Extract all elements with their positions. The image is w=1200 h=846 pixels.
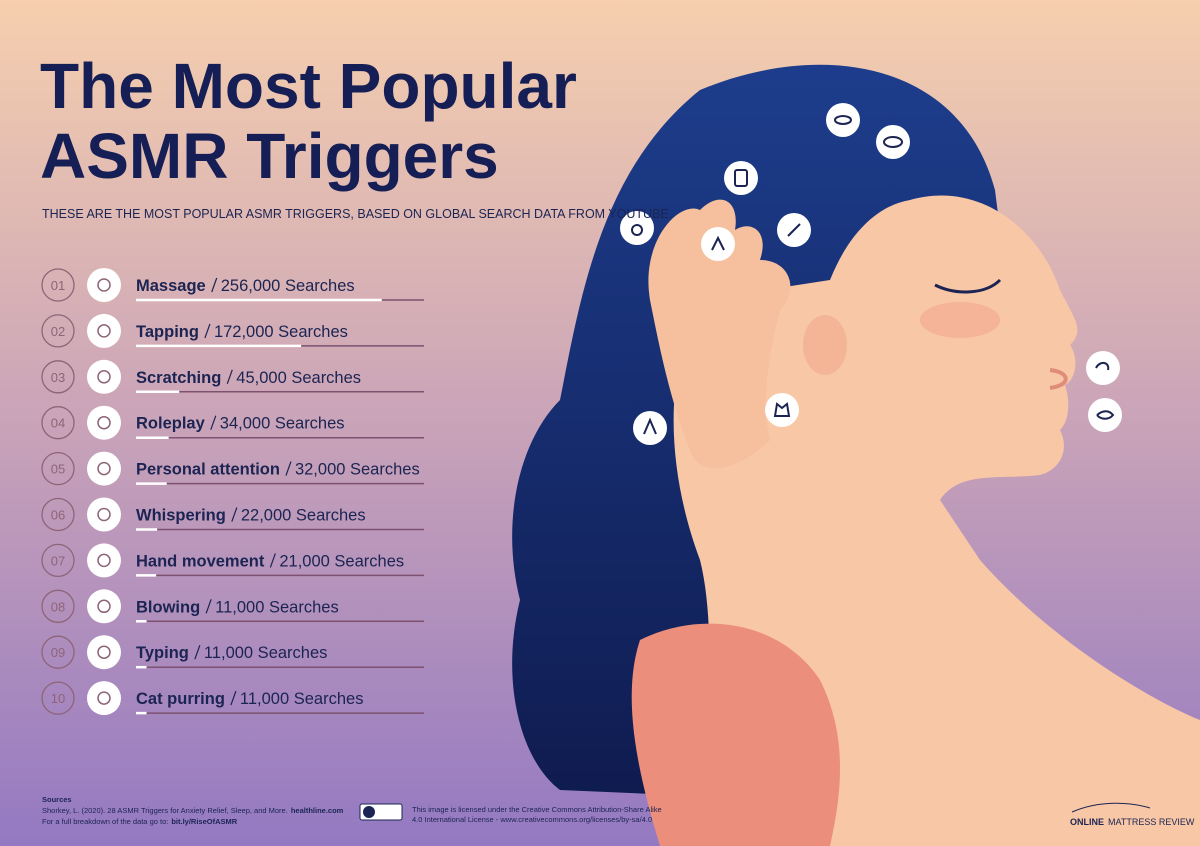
rank-badge [41,314,75,348]
value-label: 34,000 Searches [220,415,345,433]
cc-badge-icon [363,806,375,818]
rank: 02 [51,324,65,339]
trigger-icon-glyph [97,691,111,705]
trigger-icon [87,589,121,624]
rank-badge [41,451,75,486]
trigger-name: Cat purring [136,690,225,708]
value-label: 32,000 Searches [295,461,420,479]
sources-heading: Sources [42,795,72,804]
trigger-icon-glyph [97,461,111,476]
rank-badge [41,406,75,440]
rank-badge [41,268,75,302]
brand-name: ONLINE [1070,817,1104,827]
separator [226,369,233,385]
citation-link[interactable]: healthline.com [291,806,344,815]
license-line: This image is licensed under the Creativ… [412,805,662,814]
trigger-name: Roleplay [136,415,206,433]
rank-badge [41,543,75,578]
trigger-icon [87,497,121,532]
rank: 03 [51,370,65,385]
trigger-icon-glyph [97,370,111,384]
trigger-name: Typing [136,644,189,662]
trigger-icon-glyph [97,553,111,568]
trigger-icon-glyph [97,278,111,292]
value-label: 11,000 Searches [215,598,339,616]
separator [285,461,292,476]
footer: Sources Shorkey, L. (2020). 28 ASMR Trig… [42,795,1195,827]
trigger-icon [87,451,121,486]
trigger-icon-glyph [97,599,111,614]
value-label: 21,000 Searches [279,552,404,570]
rank-badge [41,635,75,669]
rank: 01 [51,278,65,293]
ranking-list: 01 Massage 256,000 Searches 02 Tapping 172,00… [41,268,424,716]
rank: 05 [51,462,65,477]
separator [194,644,201,660]
citation: Shorkey, L. (2020). 28 ASMR Triggers for… [42,806,288,815]
trigger-icon-glyph [97,507,111,522]
value-label: 256,000 Searches [221,277,355,295]
trigger-icon [87,681,121,716]
rank: 09 [51,645,65,660]
separator [211,277,218,293]
trigger-icon-glyph [97,645,111,659]
trigger-icon-glyph [97,324,111,338]
trigger-name: Massage [136,277,206,295]
separator [231,507,238,522]
rank: 04 [51,416,65,431]
breakdown-link[interactable]: bit.ly/RiseOfASMR [171,817,237,826]
separator [205,599,212,614]
rank-badge [41,497,75,532]
license-line: 4.0 International License - www.creative… [412,815,652,824]
value-label: 45,000 Searches [236,369,361,387]
rank-badge [41,589,75,623]
trigger-name: Hand movement [136,552,265,570]
trigger-icon [87,359,121,394]
trigger-name: Scratching [136,369,221,387]
title-line: The Most Popular [40,50,577,122]
rank: 06 [51,508,65,523]
title-line: ASMR Triggers [40,120,499,192]
trigger-name: Personal attention [136,461,280,479]
illustration [512,64,1200,846]
trigger-icon-glyph [97,415,111,430]
separator [269,553,276,568]
brand-name: MATTRESS REVIEW [1108,817,1195,827]
separator [230,690,237,706]
rank-badge [41,681,75,715]
trigger-icon [87,313,121,348]
value-label: 22,000 Searches [241,507,366,525]
trigger-name: Whispering [136,507,226,525]
trigger-name: Blowing [136,598,200,616]
value-label: 172,000 Searches [214,323,348,341]
trigger-name: Tapping [136,323,199,341]
value-label: 11,000 Searches [240,690,364,708]
trigger-icon [87,405,121,440]
rank: 07 [51,553,65,568]
trigger-icon [87,543,121,578]
value-label: 11,000 Searches [204,644,328,662]
separator [210,415,217,430]
brand-mark [1071,802,1151,813]
subtitle: THESE ARE THE MOST POPULAR ASMR TRIGGERS… [42,207,672,221]
rank: 10 [51,691,65,706]
trigger-icon [87,635,121,670]
breakdown: For a full breakdown of the data go to: [42,817,168,826]
rank: 08 [51,599,65,614]
separator [204,323,211,339]
trigger-icon [87,268,121,302]
rank-badge [41,360,75,394]
